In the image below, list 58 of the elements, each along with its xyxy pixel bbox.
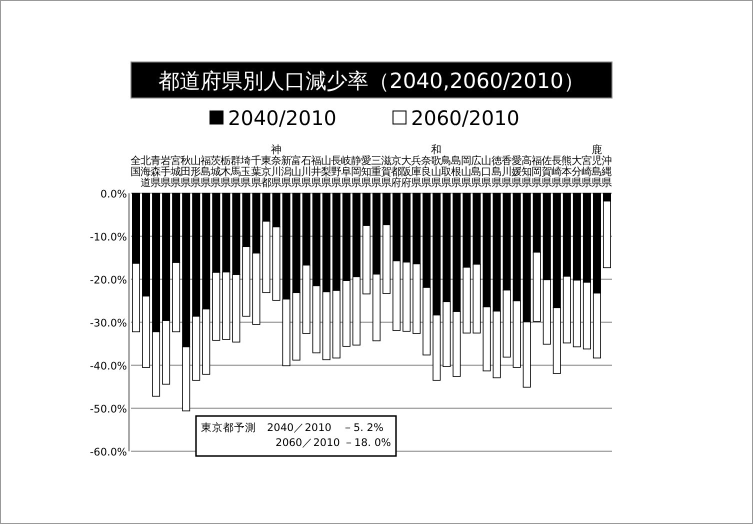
x-tick-label: 茨城県: [210, 154, 222, 189]
x-tick-label: 愛知県: [360, 154, 372, 189]
x-tick-label: 香川県: [501, 154, 512, 189]
x-tick-label: 岩手県: [160, 154, 172, 189]
x-tick-label: 山梨県: [320, 154, 332, 189]
x-tick-label: 兵庫県: [411, 154, 422, 189]
x-tick-label: 長崎県: [551, 155, 562, 189]
x-tick-label: 青森県: [150, 154, 162, 189]
x-tick-label: 広島県: [471, 154, 482, 189]
x-tick-label: 岐阜県: [340, 154, 352, 189]
annotation-box: 東京都予測 2040／2010 －5. 2% 2060／2010 －18. 0%: [195, 415, 397, 457]
x-tick-label: 山口県: [481, 154, 492, 189]
x-tick-label: 奈良県: [421, 155, 432, 189]
x-tick-label: 三重県: [371, 155, 382, 189]
x-tick-label: 京都府: [391, 154, 402, 189]
y-tick-label: -40.0%: [90, 360, 128, 372]
x-tick-label: 北海道: [140, 154, 152, 189]
x-tick-label: 宮崎県: [581, 154, 592, 189]
x-tick-label: 栃木県: [220, 155, 232, 189]
annotation: 2060／2010 －18. 0%: [276, 437, 392, 449]
x-tick-label: 東京都: [260, 154, 272, 189]
x-tick-label: 岡山県: [461, 155, 472, 189]
x-tick-label: 秋田県: [180, 155, 192, 189]
x-tick-label: 山形県: [190, 154, 202, 189]
x-tick-label: 埼玉県: [240, 155, 252, 189]
y-tick-label: -60.0%: [90, 446, 128, 458]
x-tick-label: 鳥取県: [440, 155, 452, 189]
x-tick-label: 鹿児島県: [591, 143, 602, 189]
y-tick-label: -10.0%: [90, 231, 128, 244]
x-tick-label: 石川県: [300, 155, 312, 189]
x-tick-label: 佐賀県: [541, 155, 552, 189]
y-tick-label: -20.0%: [90, 274, 128, 286]
x-tick-label: 滋賀県: [381, 155, 392, 189]
chart-title: 都道府県別人口減少率（2040,2060/2010）: [158, 69, 585, 93]
x-tick-label: 宮城県: [170, 154, 182, 189]
x-tick-label: 神奈川県: [270, 143, 282, 189]
x-tick-label: 愛媛県: [511, 154, 522, 189]
x-tick-label: 徳島県: [491, 155, 502, 189]
x-tick-label: 大阪府: [401, 154, 412, 189]
x-tick-label: 福島県: [200, 154, 212, 189]
x-tick-label: 長野県: [330, 155, 342, 189]
x-tick-label: 熊本県: [561, 154, 572, 189]
x-tick-label: 福岡県: [531, 154, 542, 189]
x-tick-label: 高知県: [521, 154, 532, 189]
x-tick-label: 全国: [130, 155, 142, 178]
x-tick-label: 和歌山県: [431, 143, 442, 189]
x-tick-label: 千葉県: [250, 154, 262, 189]
x-tick-label: 新潟県: [280, 154, 292, 189]
annotation: 東京都予測 2040／2010 －5. 2%: [201, 421, 384, 434]
x-tick-label: 富山県: [290, 154, 302, 189]
x-tick-label: 群馬県: [230, 155, 242, 189]
y-tick-label: -50.0%: [90, 403, 128, 416]
x-tick-label: 福井県: [310, 154, 322, 189]
x-tick-label: 静岡県: [350, 155, 362, 189]
y-tick-label: 0.0%: [100, 188, 128, 200]
x-tick-label: 大分県: [571, 154, 582, 189]
y-tick-label: -30.0%: [90, 317, 128, 330]
x-tick-label: 島根県: [451, 154, 462, 189]
